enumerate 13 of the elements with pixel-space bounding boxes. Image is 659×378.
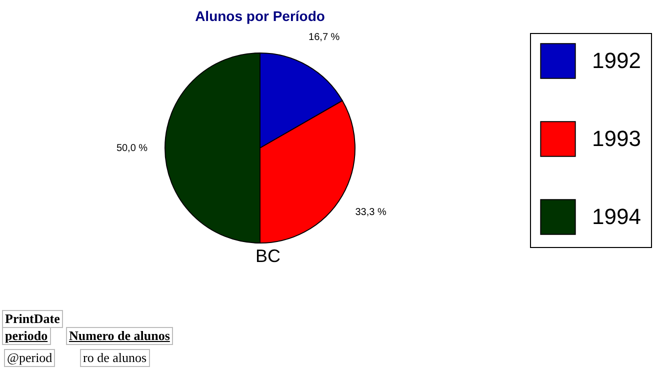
data-label: 33,3 % (355, 207, 386, 218)
legend-label: 1994 (592, 204, 641, 229)
text: ro de alunos (80, 349, 150, 367)
chart-title: Alunos por Período (195, 8, 325, 24)
legend-label: 1993 (592, 126, 641, 151)
text: Numero de alunos (66, 327, 173, 345)
data-label: 50,0 % (116, 143, 148, 154)
legend-label: 1992 (592, 48, 641, 73)
data-label: 16,7 % (308, 32, 340, 44)
text: periodo (2, 327, 51, 345)
text: BC (254, 246, 282, 267)
text: @period (4, 349, 56, 367)
text: PrintDate (2, 310, 63, 328)
